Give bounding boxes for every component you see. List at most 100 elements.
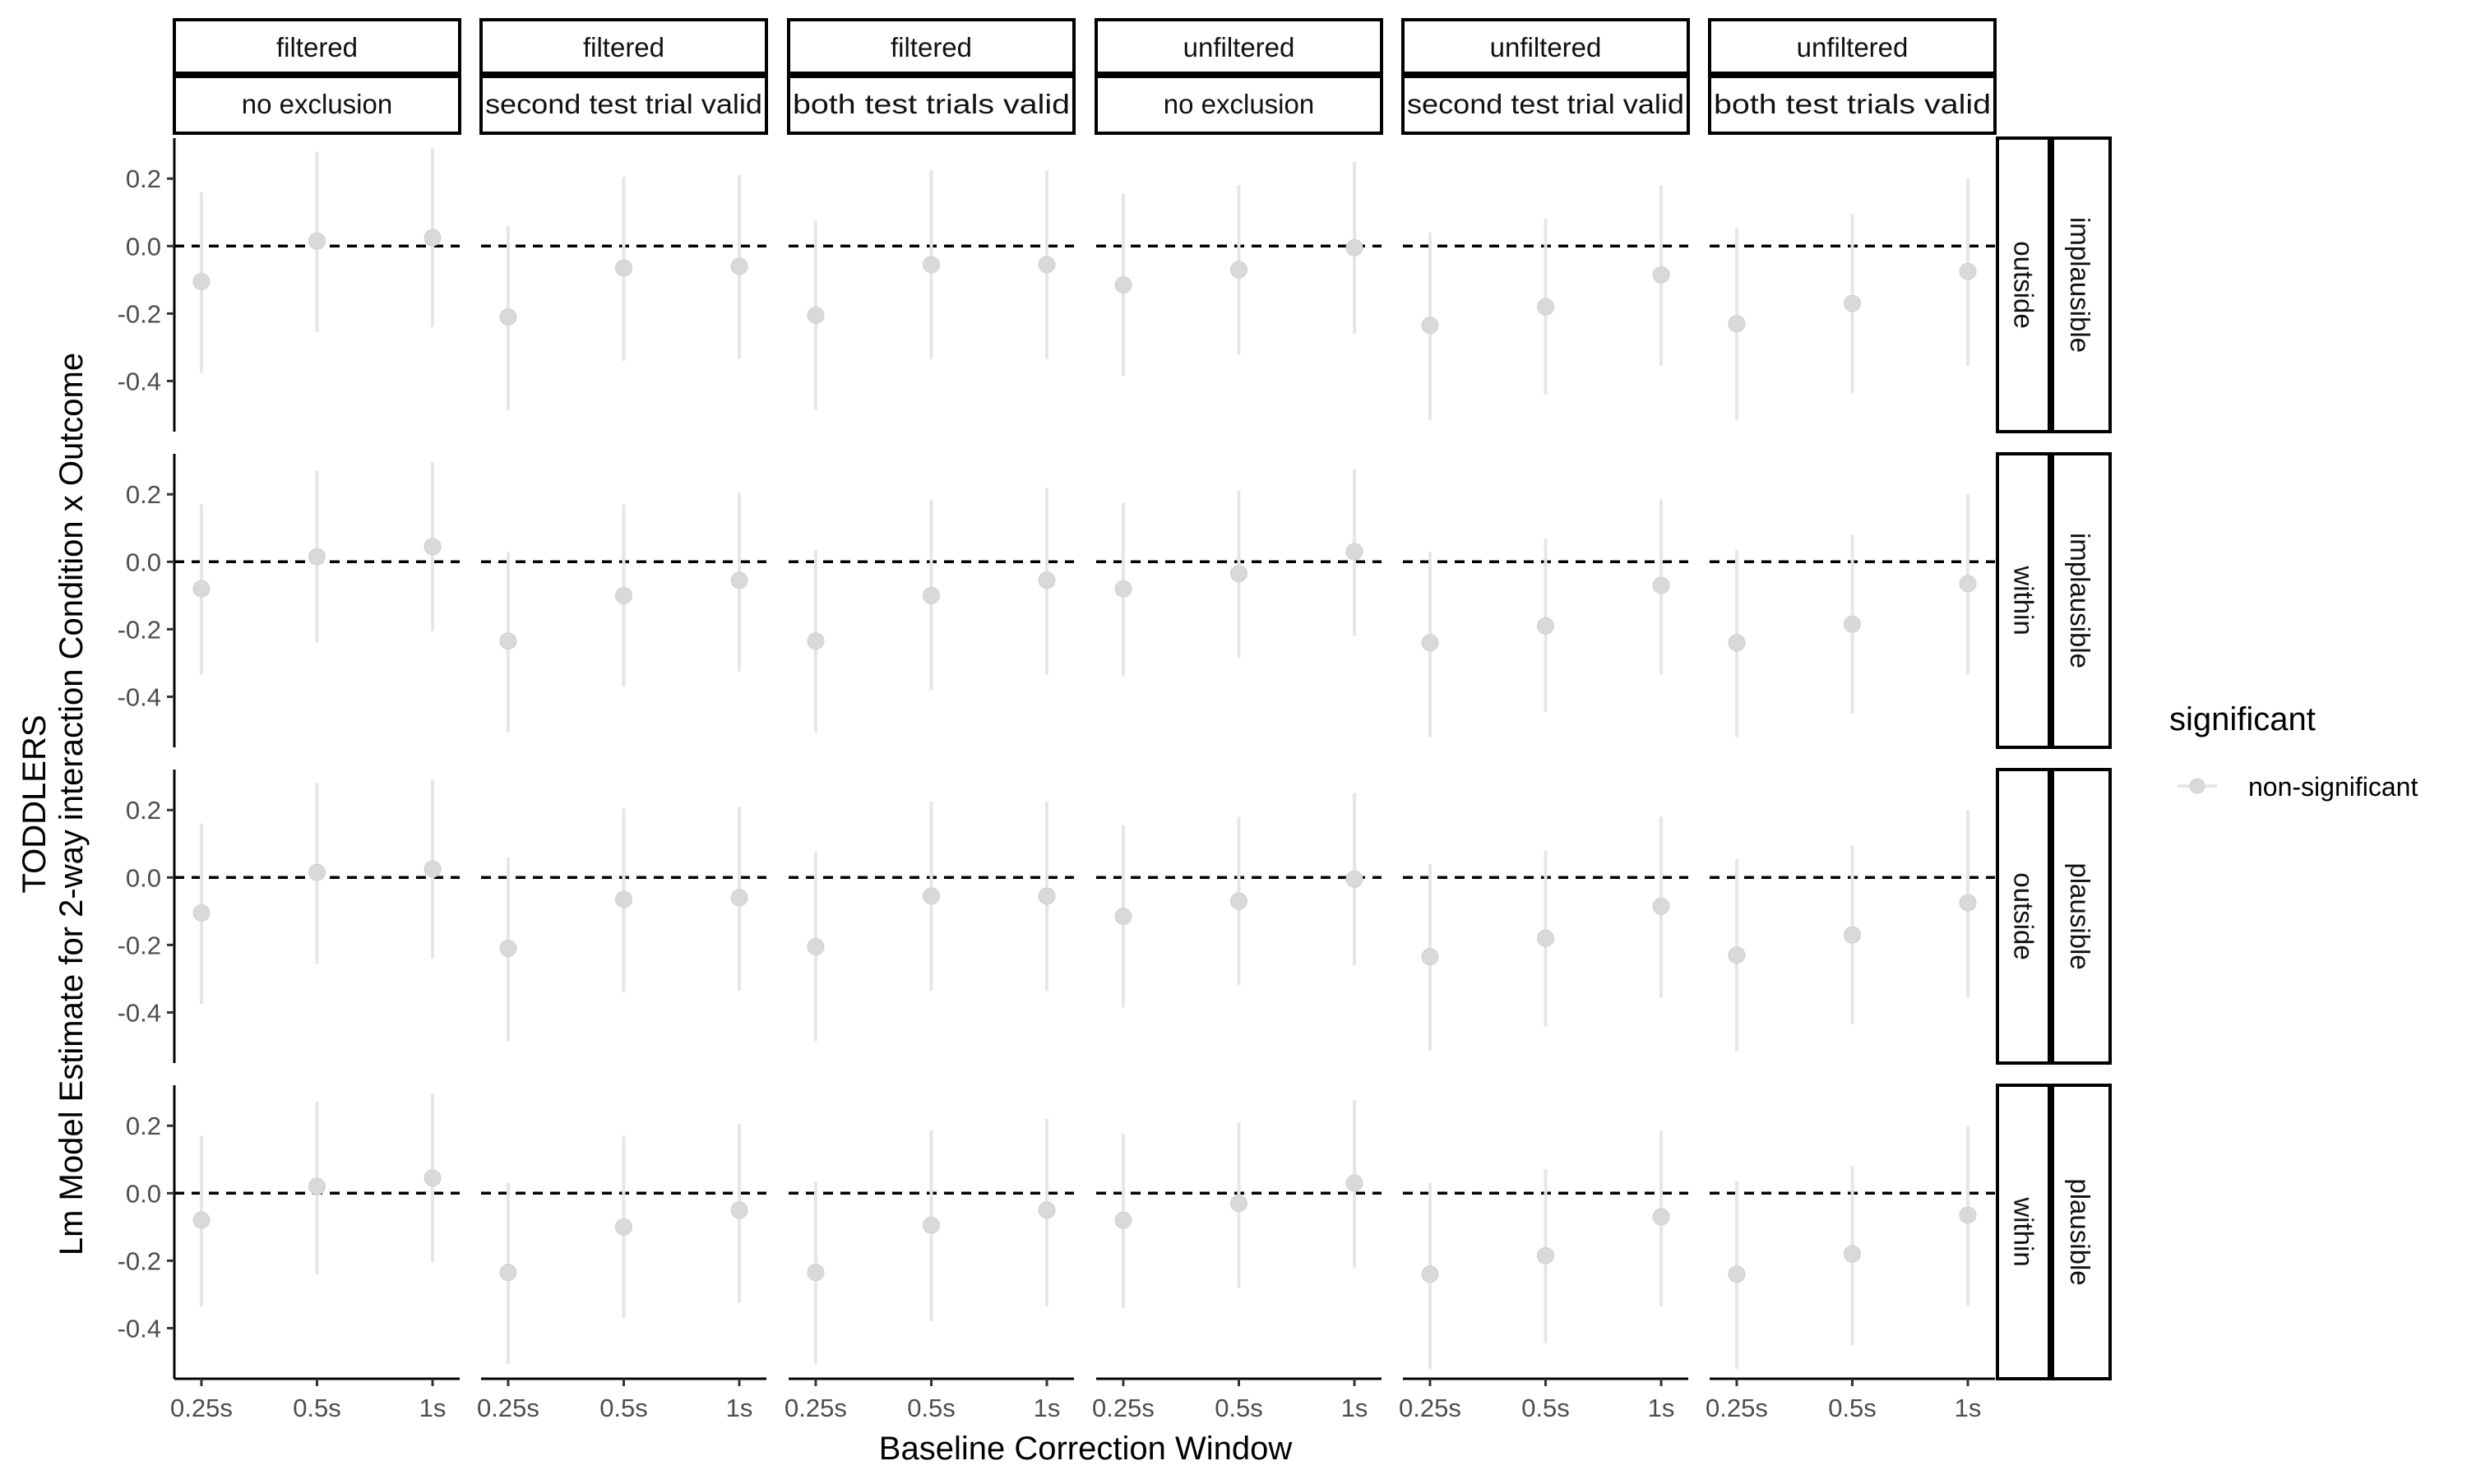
point-r0-c2-0 bbox=[807, 306, 825, 324]
point-r3-c1-0 bbox=[499, 1264, 517, 1282]
panels-layer: filtered no exclusion filtered second test … bbox=[118, 18, 2112, 1422]
x-tick-label-col-5-0: 0.25s bbox=[1706, 1394, 1768, 1422]
y-tick-label-row-0-3: -0.4 bbox=[118, 367, 161, 395]
x-tick-label-col-4-2: 1s bbox=[1648, 1394, 1675, 1422]
point-r2-c1-0 bbox=[499, 939, 517, 957]
column-strip-top-0 bbox=[173, 18, 461, 76]
point-r0-c0-2 bbox=[424, 229, 442, 247]
column-strip-bottom-2 bbox=[787, 73, 1076, 135]
y-tick-label-row-2-2: -0.2 bbox=[118, 931, 161, 959]
point-r1-c1-1 bbox=[615, 586, 632, 604]
x-axis-label: Baseline Correction Window bbox=[879, 1431, 1293, 1467]
point-r3-c2-2 bbox=[1038, 1201, 1056, 1219]
y-tick-label-row-0-2: -0.2 bbox=[118, 299, 161, 328]
x-tick-label-col-2-1: 0.5s bbox=[907, 1394, 956, 1422]
point-r3-c1-1 bbox=[615, 1218, 632, 1236]
column-strip-top-5 bbox=[1708, 18, 1997, 76]
point-r0-c3-0 bbox=[1114, 276, 1132, 294]
x-tick-label-col-1-2: 1s bbox=[726, 1394, 753, 1422]
x-tick-label-col-3-2: 1s bbox=[1341, 1394, 1368, 1422]
point-r0-c0-1 bbox=[308, 232, 326, 250]
legend-key-point bbox=[2189, 778, 2205, 794]
point-r0-c4-2 bbox=[1652, 266, 1670, 284]
point-r1-c4-1 bbox=[1537, 617, 1554, 635]
column-strip-label-bottom-1: second test trial valid bbox=[485, 89, 762, 119]
column-strip-bottom-3 bbox=[1095, 73, 1383, 135]
row-strip-outer-1 bbox=[2049, 452, 2112, 749]
row-strip-label-inner-3: within bbox=[2009, 1196, 2039, 1266]
point-r2-c5-2 bbox=[1959, 894, 1977, 912]
x-tick-label-col-2-0: 0.25s bbox=[785, 1394, 847, 1422]
column-strip-bottom-5 bbox=[1708, 73, 1997, 135]
point-r0-c3-1 bbox=[1230, 261, 1247, 279]
row-strip-outer-2 bbox=[2049, 768, 2112, 1065]
column-strip-label-top-2: filtered bbox=[891, 32, 972, 62]
column-strip-label-top-0: filtered bbox=[276, 32, 358, 62]
point-r3-c4-0 bbox=[1421, 1265, 1439, 1283]
column-strip-label-top-3: unfiltered bbox=[1183, 32, 1295, 62]
legend: significant non-significant bbox=[2169, 701, 2418, 802]
x-tick-label-col-2-2: 1s bbox=[1034, 1394, 1061, 1422]
point-r3-c4-1 bbox=[1537, 1246, 1554, 1264]
y-tick-label-row-1-0: 0.2 bbox=[126, 480, 161, 509]
point-r1-c0-0 bbox=[192, 580, 211, 598]
point-r2-c2-2 bbox=[1038, 887, 1056, 905]
point-r1-c1-0 bbox=[499, 632, 517, 650]
point-r0-c1-2 bbox=[730, 257, 748, 275]
point-r2-c1-1 bbox=[615, 890, 632, 908]
y-tick-label-row-3-3: -0.4 bbox=[118, 1314, 161, 1343]
point-r2-c2-0 bbox=[807, 937, 825, 955]
y-tick-label-row-2-3: -0.4 bbox=[118, 998, 161, 1027]
y-tick-label-row-3-2: -0.2 bbox=[118, 1246, 161, 1275]
point-r1-c5-0 bbox=[1728, 634, 1746, 652]
point-r0-c4-1 bbox=[1537, 298, 1554, 316]
point-r2-c0-1 bbox=[308, 863, 326, 881]
x-tick-label-col-1-0: 0.25s bbox=[477, 1394, 539, 1422]
column-strip-label-bottom-3: no exclusion bbox=[1164, 89, 1314, 119]
point-r1-c1-2 bbox=[730, 571, 748, 589]
x-tick-label-col-5-1: 0.5s bbox=[1828, 1394, 1877, 1422]
point-r2-c2-1 bbox=[923, 887, 940, 905]
point-r3-c2-0 bbox=[807, 1264, 825, 1282]
y-axis-label-line-1: TODDLERS bbox=[16, 714, 53, 893]
point-r1-c0-1 bbox=[308, 548, 326, 566]
y-tick-label-row-0-1: 0.0 bbox=[126, 232, 161, 261]
column-strip-label-bottom-5: both test trials valid bbox=[1714, 89, 1991, 119]
point-r0-c2-1 bbox=[923, 256, 940, 274]
y-tick-label-row-3-1: 0.0 bbox=[126, 1179, 161, 1208]
point-r1-c5-1 bbox=[1844, 615, 1861, 633]
point-r0-c1-0 bbox=[499, 307, 517, 326]
row-strip-label-outer-1: implausible bbox=[2065, 533, 2095, 668]
point-r2-c0-0 bbox=[192, 904, 211, 922]
point-r1-c4-2 bbox=[1652, 576, 1670, 594]
point-r3-c3-1 bbox=[1230, 1195, 1247, 1213]
column-strip-label-top-1: filtered bbox=[583, 32, 664, 62]
point-r1-c2-2 bbox=[1038, 571, 1056, 589]
y-axis-label-line-2: Lm Model Estimate for 2-way interaction … bbox=[53, 353, 90, 1255]
point-r2-c4-2 bbox=[1652, 897, 1670, 915]
row-strip-label-outer-2: plausible bbox=[2065, 862, 2095, 969]
point-r3-c1-2 bbox=[730, 1201, 748, 1219]
row-strip-outer-0 bbox=[2049, 136, 2112, 433]
point-r3-c2-1 bbox=[923, 1216, 940, 1234]
point-r1-c0-2 bbox=[424, 538, 442, 556]
row-strip-inner-2 bbox=[1996, 768, 2053, 1065]
point-r2-c4-0 bbox=[1421, 948, 1439, 966]
x-tick-label-col-3-0: 0.25s bbox=[1092, 1394, 1155, 1422]
point-r3-c0-0 bbox=[192, 1211, 211, 1229]
point-r3-c0-1 bbox=[308, 1177, 326, 1195]
column-strip-top-2 bbox=[787, 18, 1076, 76]
point-r1-c3-0 bbox=[1114, 580, 1132, 598]
point-r2-c1-2 bbox=[730, 889, 748, 907]
point-r0-c0-0 bbox=[192, 272, 211, 290]
point-r1-c3-1 bbox=[1230, 565, 1247, 583]
column-strip-top-4 bbox=[1401, 18, 1690, 76]
column-strip-label-bottom-4: second test trial valid bbox=[1407, 89, 1684, 119]
y-tick-label-row-1-2: -0.2 bbox=[118, 615, 161, 644]
y-tick-label-row-1-1: 0.0 bbox=[126, 548, 161, 576]
point-r3-c0-2 bbox=[424, 1169, 442, 1187]
column-strip-bottom-0 bbox=[173, 73, 461, 135]
row-strip-outer-3 bbox=[2049, 1084, 2112, 1380]
